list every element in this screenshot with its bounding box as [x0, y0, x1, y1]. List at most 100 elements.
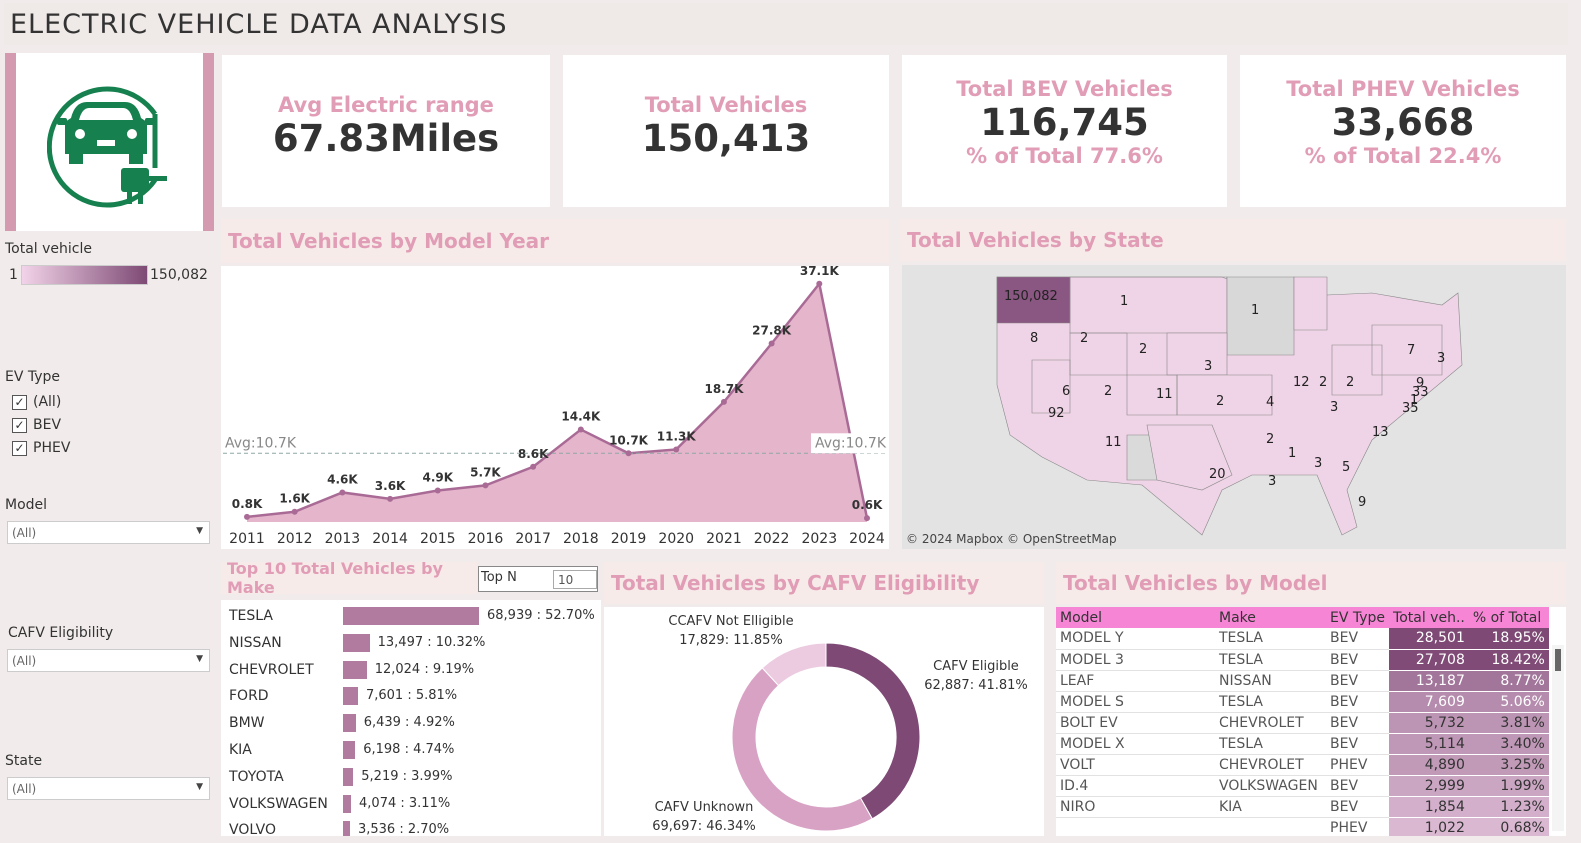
top-n-label: Top N	[481, 570, 517, 585]
table-cell: PHEV	[1326, 754, 1390, 776]
top-n-parameter[interactable]: Top N 10	[478, 566, 598, 592]
table-row[interactable]: LEAF NISSAN BEV 13,187 8.77%	[1056, 670, 1549, 692]
table-measure-cell: 7,609	[1389, 691, 1469, 713]
make-row[interactable]: KIA 6,198 : 4.74%	[221, 738, 601, 765]
table-row[interactable]: MODEL S TESLA BEV 7,609 5.06%	[1056, 691, 1549, 713]
slice-value: 62,887: 41.81%	[924, 678, 1028, 693]
table-row[interactable]: MODEL X TESLA BEV 5,114 3.40%	[1056, 733, 1549, 755]
top-n-input[interactable]: 10	[553, 570, 597, 589]
table-scrollbar[interactable]	[1552, 645, 1564, 831]
donut-slice	[761, 642, 827, 687]
dashboard-header: ELECTRIC VEHICLE DATA ANALYSIS	[4, 3, 1568, 45]
table-measure-cell: 0.68%	[1468, 817, 1549, 836]
state-dropdown[interactable]: (All) ▼	[7, 777, 210, 800]
map-state-label: 13	[1372, 425, 1389, 440]
table-measure-cell: 4,890	[1389, 754, 1469, 776]
data-label: 8.6K	[518, 447, 549, 461]
ev-type-option-all[interactable]: ✓ (All)	[12, 394, 61, 410]
x-tick-label: 2011	[229, 531, 265, 547]
column-header[interactable]: EV Type	[1326, 607, 1390, 628]
table-cell: NIRO	[1056, 796, 1215, 818]
chevron-down-icon[interactable]: ▼	[196, 526, 203, 536]
column-header[interactable]: Total veh..	[1389, 607, 1469, 628]
table-row[interactable]: VOLT CHEVROLET PHEV 4,890 3.25%	[1056, 754, 1549, 776]
make-row[interactable]: CHEVROLET 12,024 : 9.19%	[221, 658, 601, 685]
model-filter-label: Model	[5, 497, 48, 513]
cafv-donut-panel: CAFV Eligible 62,887: 41.81% CAFV Unknown 6…	[604, 607, 1044, 836]
state-map[interactable]: 150,082 1 8 2 2 1 3 6 2 11 2 4 12 2 2 7 3 9 33 35 1 3 92 11 13 2 1…	[902, 265, 1566, 549]
model-table: Model Make EV Type Total veh..% of Total MOD…	[1056, 607, 1549, 836]
ev-type-option-phev[interactable]: ✓ PHEV	[12, 440, 70, 456]
x-tick-label: 2023	[801, 531, 837, 547]
table-row[interactable]: MODEL Y TESLA BEV 28,501 18.95%	[1056, 628, 1549, 650]
data-point	[434, 487, 441, 494]
map-state-label: 3	[1437, 351, 1446, 366]
table-cell: BEV	[1326, 712, 1390, 734]
data-point	[864, 515, 870, 522]
make-row[interactable]: TOYOTA 5,219 : 3.99%	[221, 765, 601, 792]
model-dropdown[interactable]: (All) ▼	[7, 521, 210, 544]
map-state-label: 2	[1319, 375, 1328, 390]
make-name: CHEVROLET	[229, 661, 314, 678]
data-point	[482, 482, 489, 489]
cafv-donut-chart[interactable]: CAFV Eligible 62,887: 41.81% CAFV Unknown 6…	[604, 607, 1044, 836]
make-row[interactable]: BMW 6,439 : 4.92%	[221, 711, 601, 738]
kpi-value: 33,668	[1331, 101, 1475, 144]
table-cell: CHEVROLET	[1215, 712, 1326, 734]
table-cell: MODEL 3	[1056, 649, 1215, 671]
x-tick-label: 2020	[658, 531, 694, 547]
map-state-label: 35	[1402, 401, 1419, 416]
table-measure-cell: 2,999	[1389, 775, 1469, 797]
table-row[interactable]: PHEV 1,022 0.68%	[1056, 817, 1549, 836]
table-row[interactable]: BOLT EV CHEVROLET BEV 5,732 3.81%	[1056, 712, 1549, 734]
table-row[interactable]: NIRO KIA BEV 1,854 1.23%	[1056, 796, 1549, 818]
x-tick-label: 2014	[372, 531, 408, 547]
data-point	[339, 489, 346, 496]
make-row[interactable]: NISSAN 13,497 : 10.32%	[221, 631, 601, 658]
x-tick-label: 2021	[706, 531, 742, 547]
make-row[interactable]: TESLA 68,939 : 52.70%	[221, 604, 601, 631]
chevron-down-icon[interactable]: ▼	[196, 782, 203, 792]
table-measure-cell: 5.06%	[1468, 691, 1549, 713]
ev-type-option-bev[interactable]: ✓ BEV	[12, 417, 61, 433]
make-bar-label: 6,439 : 4.92%	[363, 715, 455, 731]
x-tick-label: 2022	[754, 531, 790, 547]
cafv-dropdown[interactable]: (All) ▼	[7, 649, 210, 672]
table-cell: VOLKSWAGEN	[1215, 775, 1326, 797]
make-bar	[343, 660, 367, 679]
column-header[interactable]: Make	[1215, 607, 1326, 628]
map-state-label: 2	[1139, 342, 1148, 357]
map-state-label: 2	[1216, 394, 1225, 409]
scrollbar-thumb[interactable]	[1555, 649, 1561, 671]
us-map[interactable]	[902, 265, 1566, 549]
make-name: BMW	[229, 715, 265, 732]
make-name: TESLA	[229, 608, 273, 624]
checkbox-checked-icon[interactable]: ✓	[12, 394, 27, 410]
model-title: Total Vehicles by Model	[1056, 562, 1566, 604]
make-row[interactable]: VOLKSWAGEN 4,074 : 3.11%	[221, 792, 601, 819]
make-row[interactable]: FORD 7,601 : 5.81%	[221, 684, 601, 711]
make-bar-label: 5,219 : 3.99%	[361, 768, 453, 784]
column-header[interactable]: Model	[1056, 607, 1215, 628]
checkbox-checked-icon[interactable]: ✓	[12, 417, 27, 433]
data-point	[768, 340, 775, 347]
table-measure-cell: 18.42%	[1468, 649, 1549, 671]
table-row[interactable]: ID.4 VOLKSWAGEN BEV 2,999 1.99%	[1056, 775, 1549, 797]
total-vehicle-legend-label: Total vehicle	[5, 241, 93, 257]
column-header[interactable]: % of Total	[1468, 607, 1549, 628]
map-state-label: 3	[1268, 474, 1277, 489]
checkbox-checked-icon[interactable]: ✓	[12, 440, 27, 456]
table-cell: BEV	[1326, 670, 1390, 692]
chevron-down-icon[interactable]: ▼	[196, 654, 203, 664]
table-measure-cell: 5,114	[1389, 733, 1469, 755]
map-state-label: 33	[1412, 385, 1429, 400]
kpi-label: Total Vehicles	[644, 93, 808, 117]
make-row[interactable]: VOLVO 3,536 : 2.70%	[221, 818, 601, 836]
data-label: 0.8K	[232, 497, 263, 511]
table-row[interactable]: MODEL 3 TESLA BEV 27,708 18.42%	[1056, 649, 1549, 671]
map-state-label: 8	[1030, 331, 1039, 346]
kpi-value: 116,745	[980, 101, 1149, 144]
dropdown-value: (All)	[12, 526, 37, 540]
model-year-chart[interactable]: Avg:10.7K Avg:10.7K 0.8K 2011 1.6K 2012 4.6K 20…	[221, 264, 889, 549]
donut-slice	[825, 642, 921, 820]
